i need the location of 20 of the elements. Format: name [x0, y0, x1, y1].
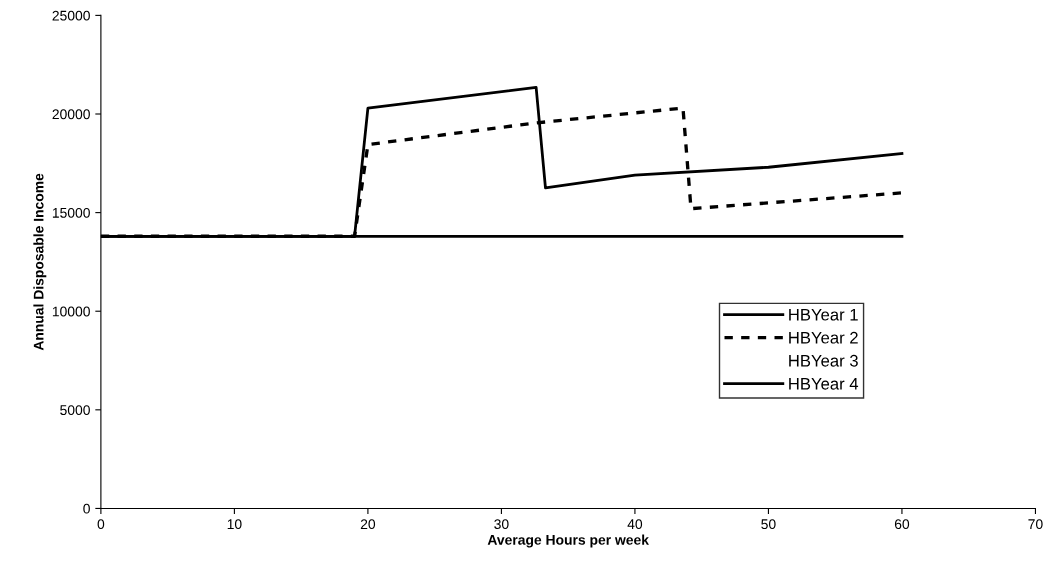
x-tick-label: 50: [761, 519, 776, 530]
legend-label: HBYear 4: [789, 378, 859, 390]
x-tick-label: 70: [1028, 519, 1043, 530]
x-tick-label: 60: [894, 519, 910, 530]
legend-label: HBYear 1: [789, 308, 858, 321]
y-axis-title: Annual Disposable Income: [33, 173, 47, 351]
x-tick-label: 30: [494, 519, 509, 530]
x-tick-label: 40: [627, 519, 643, 530]
x-tick-label: 10: [227, 519, 242, 530]
x-axis-title: Average Hours per week: [487, 534, 649, 548]
text: HBYear 3: [789, 354, 858, 367]
x-tick-label: 0: [97, 519, 105, 530]
y-tick-label: 10000: [52, 306, 90, 317]
y-tick-label: 15000: [52, 207, 90, 218]
x-tick-label: 20: [360, 519, 376, 530]
y-tick-label: 0: [83, 503, 90, 514]
y-tick-label: 5000: [60, 405, 90, 415]
y-tick-label: 25000: [52, 10, 90, 21]
legend-label: HBYear 2: [789, 331, 858, 344]
y-tick-label: 20000: [52, 109, 90, 120]
